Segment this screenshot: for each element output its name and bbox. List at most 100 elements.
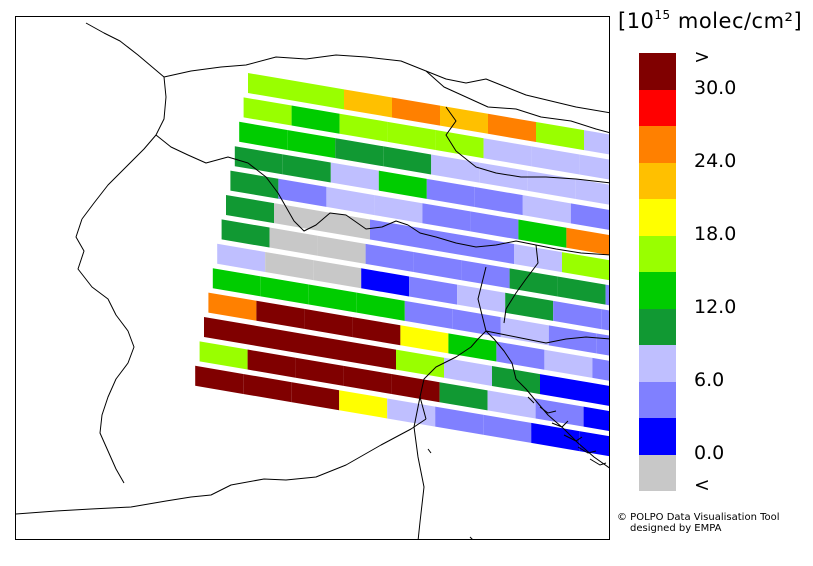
satellite-pixel [505,292,554,321]
legend-swatch [639,418,676,455]
satellite-pixel [470,211,519,240]
satellite-pixel [265,251,314,281]
satellite-pixel [356,292,405,321]
satellite-pixel [531,422,580,452]
legend-swatch [639,162,676,199]
satellite-pixel [548,325,597,354]
satellite-pixel [592,357,609,381]
legend-tick-greater: > [694,46,710,68]
satellite-pixel [322,211,370,240]
satellite-pixel [248,73,296,102]
legend-swatch [639,235,676,272]
satellite-pixel [540,374,588,403]
unit-prefix: [10 [618,9,655,33]
satellite-pixel [500,317,549,346]
legend-swatch [639,199,676,236]
satellite-pixel [474,187,523,216]
satellite-pixel [409,276,458,305]
satellite-pixel [391,374,440,403]
satellite-pixel [583,406,609,431]
map-panel[interactable] [15,16,610,540]
satellite-pixel [579,431,609,457]
satellite-pixel [243,373,292,403]
satellite-pixel [422,203,471,232]
border-france-italy [75,218,135,484]
satellite-pixel [605,284,609,306]
satellite-pixel [282,154,331,183]
satellite-pixel [531,146,580,175]
satellite-pixel [488,113,536,142]
satellite-pixel [365,243,414,273]
border-austria-north [445,106,609,184]
satellite-pixel [396,349,444,378]
border-swiss-north [163,54,609,133]
satellite-pixel [291,382,340,411]
satellite-pixel [339,113,388,142]
satellite-pixel [387,121,436,151]
satellite-pixel [400,325,449,354]
satellite-pixel [308,284,357,313]
satellite-pixel [479,162,528,191]
satellite-pixel [339,390,388,419]
satellite-pixel [570,203,609,230]
satellite-pixel [536,121,584,151]
legend-tick-30: 30.0 [694,77,737,99]
border-austria-germany [425,70,609,114]
legend-swatch [639,381,676,418]
satellite-pixel [243,97,292,126]
satellite-pixel [374,195,423,224]
satellite-pixel [461,260,510,289]
satellite-pixel [260,276,309,305]
legend-swatch [639,272,676,309]
satellite-pixel [335,138,384,167]
satellite-pixel [221,219,270,248]
satellite-pixel [431,154,480,183]
map-canvas[interactable] [16,17,610,540]
satellite-pixel [435,406,484,435]
satellite-pixel [274,203,322,232]
satellite-pixel [579,154,609,180]
satellite-pixel [204,317,252,346]
satellite-pixel [199,341,248,370]
legend-swatch [639,345,676,382]
satellite-pixel [247,349,296,378]
satellite-pixel [304,308,353,338]
satellite-pixel [317,235,366,264]
satellite-pixel [296,81,344,110]
satellite-pixel [291,105,340,134]
satellite-pixel [492,365,540,395]
satellite-pixel [383,146,432,175]
satellite-pixel [588,382,609,406]
satellite-pixel [212,268,261,297]
credit-line-2: designed by EMPA [630,523,722,534]
satellite-pixel [361,268,410,297]
satellite-pixel [544,349,593,378]
satellite-pixel [466,235,514,264]
legend-tick-0: 0.0 [694,442,725,464]
satellite-pixel [313,260,362,289]
satellite-pixel [575,178,609,205]
satellite-pixel [601,309,609,331]
adriatic-islands [427,396,607,539]
satellite-pixel [217,243,266,272]
satellite-pixel [226,195,274,224]
satellite-pixel [440,105,488,134]
satellite-pixel [483,138,532,167]
satellite-pixel [518,219,567,248]
satellite-pixel [208,292,257,321]
border-slovenia-croatia [485,330,609,344]
satellite-pixel [344,89,392,118]
satellite-pixel [457,284,506,313]
satellite-pixel [295,357,344,386]
legend-tick-less: < [694,474,710,496]
satellite-pixel [527,170,576,199]
satellite-pixel [452,309,501,338]
satellite-pixel [483,414,532,443]
satellite-pixel [426,178,475,207]
legend-swatch [639,454,676,491]
satellite-pixel [562,252,609,281]
satellite-pixel [195,365,244,394]
unit-exponent: 15 [654,8,671,22]
country-borders [16,22,609,539]
satellite-pixel [557,276,606,305]
